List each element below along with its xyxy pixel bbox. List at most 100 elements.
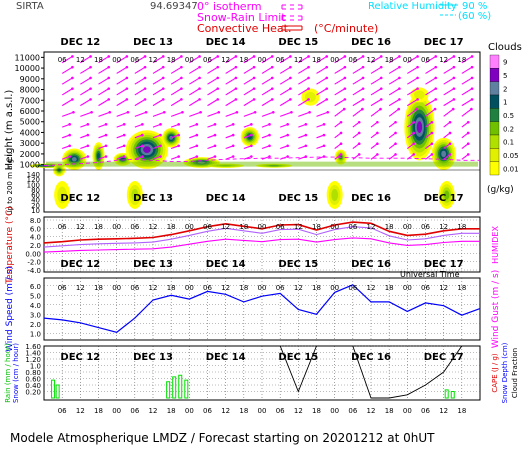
hour-tick-label: 18 xyxy=(385,223,394,231)
colorbar-tick-label: 0.1 xyxy=(503,139,514,147)
wind-arrow xyxy=(388,121,396,128)
wind-arrow xyxy=(243,145,252,150)
wind-arrow-head xyxy=(398,87,401,90)
wind-tick-label: 2.0 xyxy=(30,321,41,329)
wind-arrow xyxy=(170,156,179,160)
wind-arrow-head xyxy=(71,65,74,69)
wind-arrow xyxy=(279,77,291,85)
wind-arrow-head xyxy=(250,144,253,148)
wind-arrow xyxy=(98,134,107,139)
wind-arrow xyxy=(461,121,469,128)
hour-tick-label: 06 xyxy=(421,56,430,64)
wind-arrow-head xyxy=(71,55,74,58)
wind-arrow-head xyxy=(161,76,165,80)
wind-arrow-head xyxy=(104,144,108,148)
wind-arrow-head xyxy=(452,87,456,90)
wind-arrow-head xyxy=(125,87,129,90)
wind-arrow xyxy=(352,77,364,85)
wind-arrow xyxy=(80,88,91,96)
hour-tick-label: 18 xyxy=(94,56,103,64)
wind-arrow xyxy=(316,145,325,150)
hour-tick-label: 06 xyxy=(58,284,67,292)
wind-arrow-head xyxy=(177,144,180,148)
wind-arrow xyxy=(443,88,455,96)
wind-arrow xyxy=(279,88,291,96)
wind-arrow-head xyxy=(217,110,221,114)
wind-arrow xyxy=(334,143,342,149)
wind-arrow xyxy=(170,77,182,85)
wind-arrow xyxy=(80,145,89,150)
wind-arrow-head xyxy=(308,110,311,114)
wind-arrow xyxy=(425,121,433,128)
wind-arrow xyxy=(334,55,346,64)
wind-arrow xyxy=(134,156,143,160)
low-height-tick-label: 20 xyxy=(31,202,40,210)
hour-tick-label: 12 xyxy=(294,284,303,292)
temperature-series-line xyxy=(43,237,480,253)
temperature-series-line xyxy=(43,221,480,244)
series-layer xyxy=(43,156,481,399)
wind-arrow-head xyxy=(357,153,361,156)
wind-arrow-head xyxy=(451,107,455,111)
day-label: DEC 15 xyxy=(278,37,318,48)
wind-arrow-head xyxy=(416,98,419,101)
wind-arrow-head xyxy=(268,133,271,137)
colorbar-swatch xyxy=(489,81,500,96)
wind-arrow-head xyxy=(231,144,235,148)
wind-arrow-head xyxy=(343,98,347,101)
wind-arrow-head xyxy=(90,110,93,114)
wind-arrow-head xyxy=(234,98,238,101)
wind-arrow-head xyxy=(304,144,308,148)
wind-arrow xyxy=(370,98,382,107)
wind-arrow-head xyxy=(339,120,343,124)
wind-arrow-head xyxy=(122,133,126,137)
height-tick-label: 6000 xyxy=(20,107,40,116)
wind-arrow-head xyxy=(125,98,129,101)
wind-arrow xyxy=(261,145,270,150)
wind-arrow-head xyxy=(71,76,74,80)
wind-arrow-head xyxy=(252,87,256,90)
wind-arrow xyxy=(461,143,469,149)
hour-tick-label: 12 xyxy=(221,56,230,64)
wind-arrow xyxy=(388,143,396,149)
wind-arrow xyxy=(407,121,415,128)
wind-tick-label: 1.0 xyxy=(30,330,41,338)
wind-arrow-head xyxy=(470,107,473,111)
wind-arrow-head xyxy=(107,55,111,58)
wind-arrow xyxy=(116,88,128,96)
wind-arrow-head xyxy=(234,65,238,69)
wind-arrow-head xyxy=(180,87,183,90)
wind-arrow xyxy=(261,111,274,117)
wind-arrow xyxy=(352,88,364,96)
hour-tick-label: 00 xyxy=(330,223,339,231)
wind-arrow-head xyxy=(376,153,379,156)
wind-arrow xyxy=(61,88,73,96)
wind-arrow xyxy=(243,66,255,74)
wind-arrow-head xyxy=(416,55,419,58)
wind-arrow-head xyxy=(234,87,238,90)
day-label: DEC 14 xyxy=(206,259,246,270)
forecast-caption: Modele Atmospherique LMDZ / Forecast sta… xyxy=(10,431,435,445)
wind-arrow-head xyxy=(107,87,111,90)
wind-arrow-head xyxy=(379,65,383,69)
day-label: DEC 16 xyxy=(351,259,391,270)
wind-arrow xyxy=(207,66,219,74)
hour-tick-label: 00 xyxy=(258,284,267,292)
wind-arrow xyxy=(207,134,216,139)
stratus-band xyxy=(46,161,478,167)
wind-arrow xyxy=(98,123,107,128)
wind-arrow xyxy=(261,156,270,160)
wind-speed-axis-title: Wind Speed (m / s) xyxy=(5,266,15,352)
wind-arrow-head xyxy=(339,153,343,156)
wind-arrow-head xyxy=(322,123,326,126)
hour-tick-label: 00 xyxy=(403,284,412,292)
hour-tick-label: 06 xyxy=(130,407,139,415)
hour-tick-label: 18 xyxy=(457,284,466,292)
wind-arrow-head xyxy=(213,155,217,158)
hour-tick-label: 06 xyxy=(58,407,67,415)
height-tick-label: 1000 xyxy=(20,161,40,170)
wind-arrow xyxy=(98,98,110,107)
wind-arrow-head xyxy=(252,65,256,69)
wind-arrow xyxy=(170,66,182,74)
